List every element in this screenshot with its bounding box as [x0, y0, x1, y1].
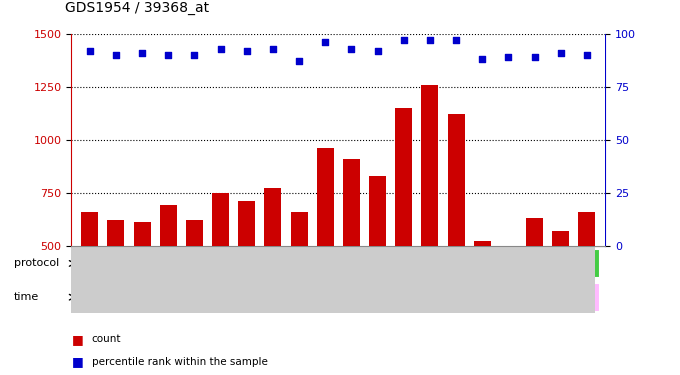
- Bar: [290, 212, 307, 246]
- Point: [241, 48, 252, 54]
- Point: [320, 39, 330, 45]
- FancyBboxPatch shape: [77, 249, 339, 278]
- Point: [215, 46, 226, 52]
- Point: [556, 50, 566, 56]
- Point: [346, 46, 357, 52]
- Text: CodeLink: CodeLink: [378, 258, 430, 268]
- Point: [84, 48, 95, 54]
- Bar: [238, 201, 255, 246]
- Text: GDS1954 / 39368_at: GDS1954 / 39368_at: [65, 1, 209, 15]
- Text: ■: ■: [71, 333, 83, 346]
- Point: [503, 54, 514, 60]
- Text: 16 h: 16 h: [260, 292, 285, 302]
- Bar: [447, 114, 464, 246]
- FancyBboxPatch shape: [339, 283, 469, 312]
- Point: [110, 52, 121, 58]
- Text: ■: ■: [71, 356, 83, 368]
- Bar: [500, 246, 517, 345]
- Point: [137, 50, 148, 56]
- FancyBboxPatch shape: [469, 249, 600, 278]
- Text: count: count: [92, 334, 121, 344]
- FancyBboxPatch shape: [469, 283, 600, 312]
- Point: [398, 37, 409, 43]
- Bar: [212, 193, 229, 246]
- Point: [477, 56, 488, 62]
- Point: [163, 52, 173, 58]
- Bar: [395, 108, 412, 246]
- Point: [529, 54, 540, 60]
- Bar: [133, 222, 150, 246]
- FancyBboxPatch shape: [71, 246, 595, 314]
- Bar: [369, 176, 386, 246]
- Bar: [579, 212, 596, 246]
- Text: Affymetrix: Affymetrix: [178, 258, 237, 268]
- Point: [451, 37, 462, 43]
- Bar: [265, 188, 282, 246]
- Point: [581, 52, 592, 58]
- FancyBboxPatch shape: [77, 283, 207, 312]
- FancyBboxPatch shape: [339, 249, 469, 278]
- Point: [267, 46, 278, 52]
- Bar: [107, 220, 124, 246]
- Text: 14 h: 14 h: [392, 292, 416, 302]
- Bar: [186, 220, 203, 246]
- Text: percentile rank within the sample: percentile rank within the sample: [92, 357, 268, 367]
- Text: 4 h: 4 h: [526, 292, 543, 302]
- Point: [424, 37, 435, 43]
- Text: Enzo: Enzo: [521, 258, 548, 268]
- Bar: [526, 218, 543, 246]
- Point: [372, 48, 383, 54]
- Bar: [317, 148, 334, 246]
- Bar: [474, 242, 491, 246]
- Bar: [160, 206, 177, 246]
- Text: protocol: protocol: [14, 258, 59, 268]
- Bar: [81, 212, 98, 246]
- Point: [189, 52, 200, 58]
- Point: [294, 58, 305, 64]
- FancyBboxPatch shape: [207, 283, 339, 312]
- Text: 4 h: 4 h: [133, 292, 151, 302]
- Text: time: time: [14, 292, 39, 302]
- Bar: [552, 231, 569, 246]
- Bar: [343, 159, 360, 246]
- Bar: [422, 85, 439, 246]
